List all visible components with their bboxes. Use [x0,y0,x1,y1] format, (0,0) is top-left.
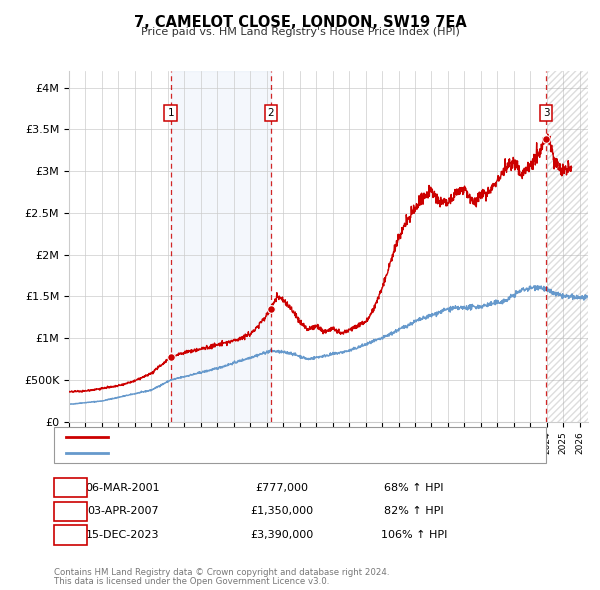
Text: 106% ↑ HPI: 106% ↑ HPI [381,530,447,540]
Bar [170,71,271,422]
Text: 7, CAMELOT CLOSE, LONDON, SW19 7EA: 7, CAMELOT CLOSE, LONDON, SW19 7EA [134,15,466,30]
Text: 82% ↑ HPI: 82% ↑ HPI [384,506,444,516]
Text: 68% ↑ HPI: 68% ↑ HPI [384,483,444,493]
Text: 1: 1 [67,483,74,493]
Text: £3,390,000: £3,390,000 [250,530,314,540]
Text: Contains HM Land Registry data © Crown copyright and database right 2024.: Contains HM Land Registry data © Crown c… [54,568,389,577]
Text: HPI: Average price, detached house, Merton: HPI: Average price, detached house, Mert… [114,448,344,458]
Text: This data is licensed under the Open Government Licence v3.0.: This data is licensed under the Open Gov… [54,577,329,586]
Text: 15-DEC-2023: 15-DEC-2023 [86,530,160,540]
Text: 2: 2 [268,108,274,118]
Text: 06-MAR-2001: 06-MAR-2001 [86,483,160,493]
Bar [548,71,588,422]
Text: £777,000: £777,000 [256,483,308,493]
Text: £1,350,000: £1,350,000 [250,506,314,516]
Text: 3: 3 [67,530,74,540]
Text: Price paid vs. HM Land Registry's House Price Index (HPI): Price paid vs. HM Land Registry's House … [140,27,460,37]
Text: 2: 2 [67,506,74,516]
Text: 1: 1 [167,108,174,118]
Text: 3: 3 [543,108,550,118]
Text: 7, CAMELOT CLOSE, LONDON, SW19 7EA (detached house): 7, CAMELOT CLOSE, LONDON, SW19 7EA (deta… [114,432,421,442]
Text: 03-APR-2007: 03-APR-2007 [87,506,159,516]
